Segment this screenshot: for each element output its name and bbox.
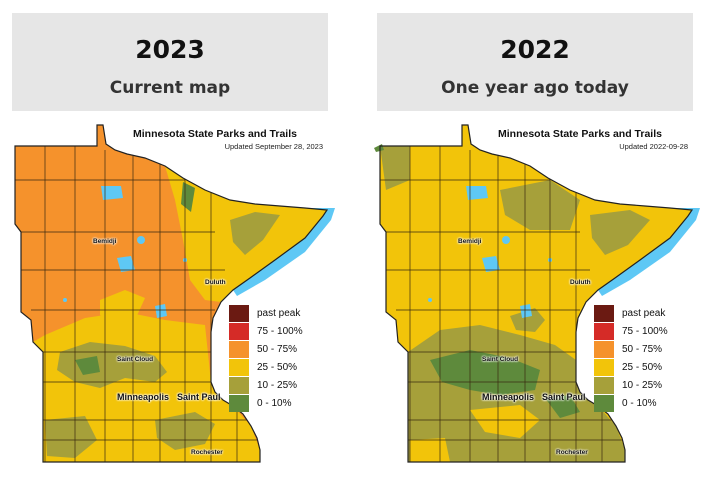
legend-item: 25 - 50% (594, 358, 668, 376)
zone-10-25-north (500, 180, 580, 230)
legend-label: 10 - 25% (622, 379, 663, 391)
city-duluth: Duluth (205, 279, 226, 286)
lake-leech-lake (117, 256, 135, 272)
map-title: Minnesota State Parks and Trails (133, 128, 297, 140)
map-legend: past peak 75 - 100% 50 - 75% 25 - 50% 10… (229, 304, 303, 412)
legend-label: past peak (257, 307, 301, 319)
map-legend: past peak 75 - 100% 50 - 75% 25 - 50% 10… (594, 304, 668, 412)
legend-label: 50 - 75% (622, 343, 663, 355)
lake-small-2 (63, 298, 67, 302)
city-bemidji: Bemidji (93, 238, 117, 245)
legend-swatch (229, 340, 249, 358)
lake-small-2 (428, 298, 432, 302)
city-bemidji: Bemidji (458, 238, 482, 245)
legend-swatch (594, 340, 614, 358)
legend-item: 0 - 10% (229, 394, 303, 412)
fall-color-map-2022: Minnesota State Parks and Trails Updated… (370, 120, 700, 495)
zone-0-10-southeast (545, 395, 580, 418)
minnesota-map-2022 (374, 124, 700, 463)
legend-label: past peak (622, 307, 666, 319)
zone-10-25-northwest (380, 146, 410, 190)
zone-0-10-arrowhead (181, 182, 195, 212)
city-saint-paul: Saint Paul (542, 392, 586, 402)
legend-swatch (229, 358, 249, 376)
legend-item: past peak (594, 304, 668, 322)
year-2022: 2022 (500, 35, 570, 64)
zone-10-25-central (57, 342, 167, 388)
legend-label: 0 - 10% (622, 397, 657, 409)
fall-color-map-2023: Minnesota State Parks and Trails Updated… (5, 120, 335, 495)
lake-small-1 (137, 236, 145, 244)
lake-red-lake (101, 186, 123, 200)
legend-swatch (229, 394, 249, 412)
lake-superior (598, 208, 700, 296)
legend-label: 75 - 100% (622, 325, 668, 337)
zone-10-25-northeast (230, 212, 280, 255)
legend-swatch (594, 394, 614, 412)
legend-label: 25 - 50% (257, 361, 298, 373)
year-2023: 2023 (135, 35, 205, 64)
lake-leech-lake (482, 256, 500, 272)
map-updated-date: Updated September 28, 2023 (224, 142, 323, 151)
legend-label: 10 - 25% (257, 379, 298, 391)
city-rochester: Rochester (191, 449, 223, 456)
legend-item: 0 - 10% (594, 394, 668, 412)
legend-swatch (594, 376, 614, 394)
minnesota-map-2023 (14, 124, 335, 463)
legend-item: 50 - 75% (594, 340, 668, 358)
legend-swatch (594, 304, 614, 322)
legend-label: 50 - 75% (257, 343, 298, 355)
lake-superior (233, 208, 335, 296)
legend-swatch (594, 322, 614, 340)
legend-swatch (229, 376, 249, 394)
city-saint-cloud: Saint Cloud (482, 356, 519, 363)
city-duluth: Duluth (570, 279, 591, 286)
legend-item: 75 - 100% (594, 322, 668, 340)
legend-item: 10 - 25% (594, 376, 668, 394)
legend-swatch (229, 322, 249, 340)
legend-item: 25 - 50% (229, 358, 303, 376)
zone-10-25-southwest (45, 416, 97, 458)
legend-swatch (594, 358, 614, 376)
zone-25-50-south-patch (470, 405, 540, 438)
header-2023: 2023 Current map (12, 13, 328, 111)
city-minneapolis: Minneapolis (482, 392, 535, 402)
lake-small-1 (502, 236, 510, 244)
map-updated-date: Updated 2022-09-28 (619, 142, 688, 151)
zone-0-10-central (75, 356, 100, 375)
legend-item: past peak (229, 304, 303, 322)
legend-swatch (229, 304, 249, 322)
legend-label: 0 - 10% (257, 397, 292, 409)
zone-25-50-southwest (410, 438, 450, 462)
legend-item: 10 - 25% (229, 376, 303, 394)
zone-0-10-central (430, 350, 540, 395)
city-minneapolis: Minneapolis (117, 392, 170, 402)
map-title: Minnesota State Parks and Trails (498, 128, 662, 140)
lake-mille-lacs (155, 304, 167, 318)
subtitle-current-map: Current map (109, 78, 231, 98)
lake-mille-lacs (520, 304, 532, 318)
header-2022: 2022 One year ago today (377, 13, 693, 111)
legend-item: 75 - 100% (229, 322, 303, 340)
subtitle-one-year-ago: One year ago today (441, 78, 629, 98)
city-rochester: Rochester (556, 449, 588, 456)
lake-red-lake (466, 186, 488, 200)
legend-label: 25 - 50% (622, 361, 663, 373)
county-lines (380, 146, 625, 462)
zone-10-25-northeast (590, 210, 650, 255)
legend-item: 50 - 75% (229, 340, 303, 358)
county-lines (15, 146, 260, 462)
city-saint-cloud: Saint Cloud (117, 356, 154, 363)
city-saint-paul: Saint Paul (177, 392, 221, 402)
legend-label: 75 - 100% (257, 325, 303, 337)
zone-10-25-mille-lacs (510, 308, 545, 332)
